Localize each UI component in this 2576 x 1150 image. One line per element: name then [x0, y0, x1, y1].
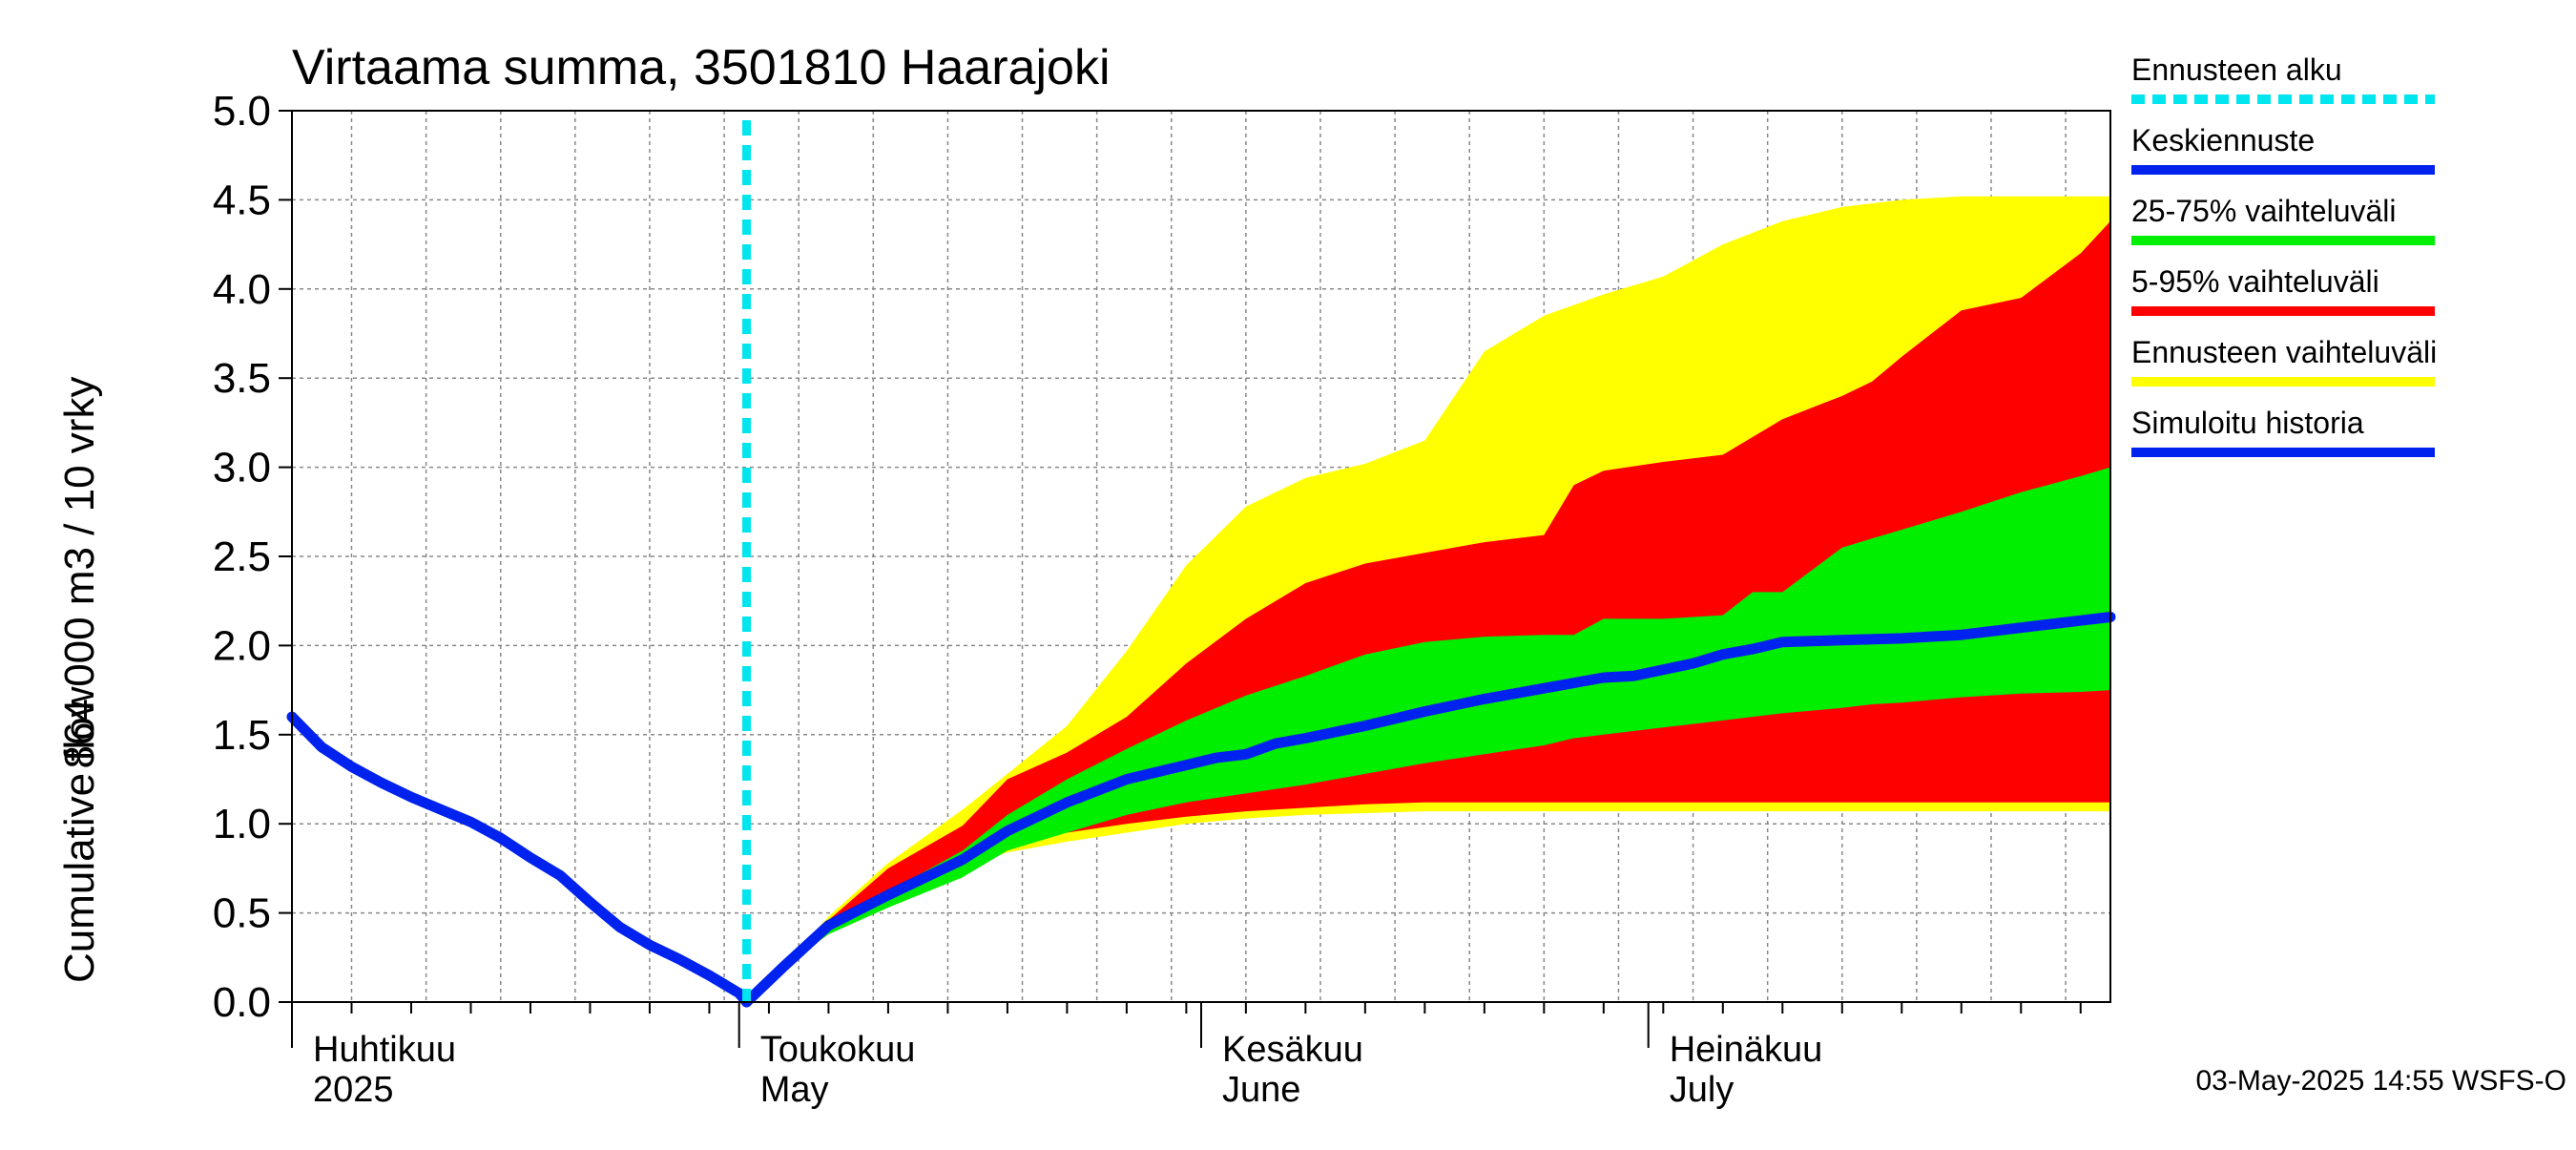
- flow-lines: [286, 120, 2116, 1008]
- legend-label: Ennusteen alku: [2131, 52, 2342, 87]
- y-tick-label: 5.0: [213, 88, 271, 135]
- y-axis: 0.0 0.5 1.0 1.5 2.0 2.5 3.0 3.5 4.0 4.5 5.0: [213, 88, 292, 1026]
- simuloitu-historia-line: [286, 711, 752, 1008]
- chart-title: Virtaama summa, 3501810 Haarajoki: [292, 40, 1111, 95]
- y-tick-label: 2.0: [213, 622, 271, 669]
- legend: Ennusteen alku Keskiennuste 25-75% vaihtel…: [2131, 52, 2437, 457]
- band-25-75: [746, 467, 2110, 1003]
- month-label-en: May: [760, 1070, 829, 1110]
- timestamp-footer: 03-May-2025 14:55 WSFS-O: [2196, 1065, 2567, 1097]
- month-label-fi: Kesäkuu: [1222, 1030, 1363, 1070]
- legend-label: Simuloitu historia: [2131, 406, 2364, 440]
- legend-label: 5-95% vaihteluväli: [2131, 264, 2379, 299]
- month-label-en: July: [1670, 1070, 1735, 1110]
- legend-label: Ennusteen vaihteluväli: [2131, 335, 2437, 369]
- y-tick-label: 0.0: [213, 979, 271, 1026]
- y-tick-label: 3.5: [213, 355, 271, 402]
- legend-label: 25-75% vaihteluväli: [2131, 194, 2397, 228]
- month-label-en: 2025: [313, 1070, 394, 1110]
- month-label-fi: Heinäkuu: [1670, 1030, 1823, 1070]
- y-axis-label-secondary: 864 000 m3 / 10 vrky: [56, 377, 103, 769]
- y-tick-label: 1.0: [213, 801, 271, 847]
- y-axis-label-primary: Cumulative flow: [56, 686, 103, 983]
- month-label-en: June: [1222, 1070, 1300, 1110]
- y-tick-label: 4.5: [213, 177, 271, 223]
- keskiennuste-line: [741, 612, 2116, 1008]
- month-label-fi: Toukokuu: [760, 1030, 916, 1070]
- y-tick-label: 4.0: [213, 266, 271, 313]
- forecast-bands: [746, 196, 2110, 1003]
- y-tick-label: 0.5: [213, 890, 271, 937]
- y-tick-label: 1.5: [213, 712, 271, 759]
- y-tick-label: 2.5: [213, 533, 271, 580]
- y-tick-label: 3.0: [213, 445, 271, 491]
- month-label-fi: Huhtikuu: [313, 1030, 456, 1070]
- legend-label: Keskiennuste: [2131, 123, 2315, 157]
